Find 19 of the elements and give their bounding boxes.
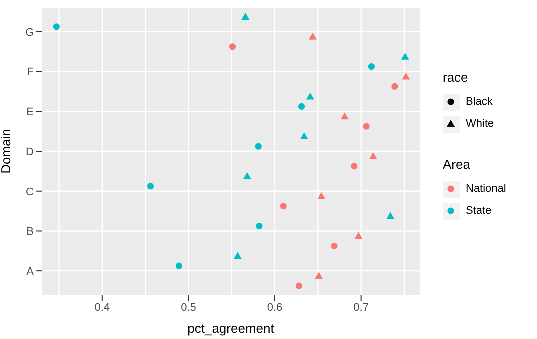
legend-label: State xyxy=(466,205,492,217)
y-tick-label: A xyxy=(26,266,35,278)
legend-label: National xyxy=(466,183,506,195)
y-tick-label: B xyxy=(26,226,34,238)
y-axis-title: Domain xyxy=(0,129,14,174)
y-tick-label: C xyxy=(26,186,34,198)
x-axis-title: pct_agreement xyxy=(188,321,275,336)
y-tick-label: G xyxy=(25,26,34,39)
y-tick-label: F xyxy=(27,66,34,79)
x-tick-label: 0.7 xyxy=(354,302,369,314)
text: race xyxy=(443,70,468,85)
x-tick-label: 0.4 xyxy=(94,302,110,314)
y-tick-label: E xyxy=(26,106,34,119)
text: Area xyxy=(443,157,470,172)
x-tick-label: 0.6 xyxy=(267,302,283,314)
text: Black xyxy=(466,96,493,108)
text: White xyxy=(466,118,494,130)
x-tick-label: 0.5 xyxy=(181,302,196,314)
y-tick-label: D xyxy=(26,146,34,158)
